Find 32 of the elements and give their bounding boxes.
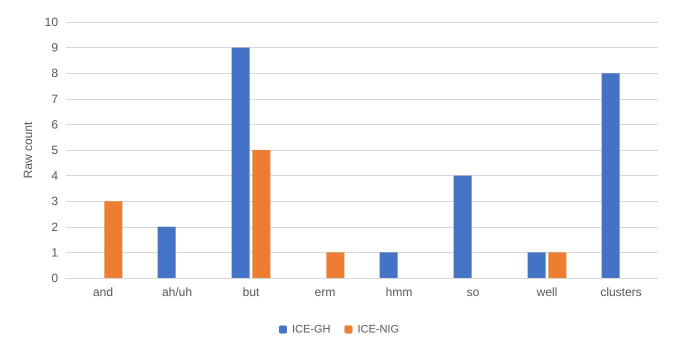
- y-tick-label: 6: [51, 117, 58, 132]
- y-tick-label: 4: [51, 168, 58, 183]
- bar: [158, 226, 176, 278]
- y-tick-label: 1: [51, 245, 58, 260]
- x-tick-label: so: [466, 285, 480, 299]
- y-axis-title: Raw count: [20, 120, 35, 178]
- x-tick-label: but: [242, 285, 260, 299]
- bar: [326, 252, 344, 278]
- bar: [528, 252, 546, 278]
- bar: [232, 48, 250, 278]
- y-tick-label: 3: [51, 194, 58, 208]
- y-tick-label: 0: [51, 271, 58, 285]
- x-tick-label: hmm: [386, 285, 412, 299]
- bar: [104, 201, 122, 278]
- y-tick-label: 8: [51, 66, 58, 80]
- bar: [454, 176, 472, 278]
- x-tick-label: clusters: [600, 285, 642, 299]
- x-tick-label: erm: [314, 285, 336, 299]
- legend-label: ICE-GH: [292, 324, 331, 336]
- x-tick-label: well: [536, 285, 558, 299]
- y-tick-label: 2: [51, 220, 58, 234]
- x-tick-label: ah/uh: [162, 285, 192, 299]
- y-tick-label: 5: [51, 143, 58, 157]
- y-tick-label: 7: [51, 92, 58, 106]
- bar: [602, 73, 620, 278]
- bar: [252, 150, 270, 278]
- y-tick-label: 9: [51, 40, 58, 55]
- bar: [548, 252, 566, 278]
- bar: [380, 252, 398, 278]
- x-tick-label: and: [92, 285, 114, 299]
- legend-label: ICE-NIG: [357, 324, 400, 336]
- y-tick-label: 10: [44, 15, 58, 29]
